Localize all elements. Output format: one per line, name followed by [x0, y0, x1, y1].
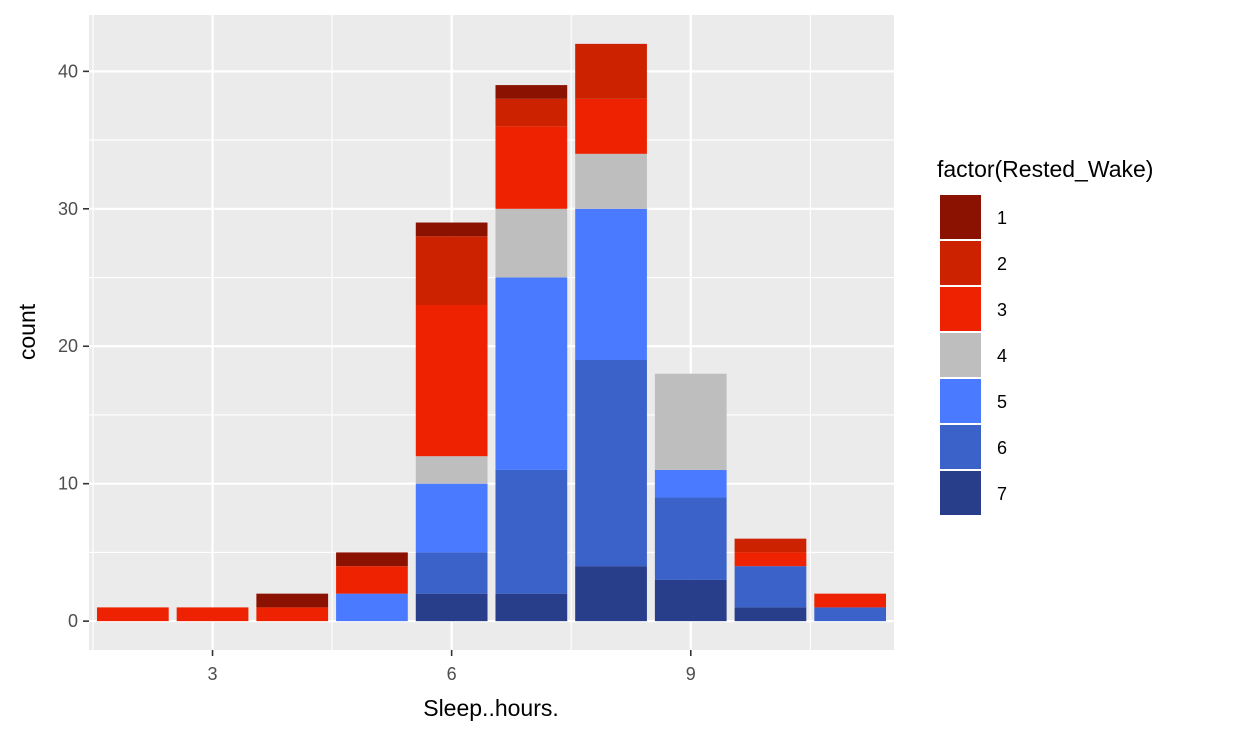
y-tick-label: 30 — [58, 199, 78, 219]
y-tick-label: 20 — [58, 336, 78, 356]
legend-key-swatch — [940, 241, 981, 285]
bar-segment — [176, 607, 249, 622]
bar-segment — [96, 607, 169, 622]
x-tick-label: 6 — [447, 664, 457, 684]
bar-segment — [495, 469, 568, 594]
bar-segment — [336, 566, 408, 594]
legend-label: 1 — [997, 208, 1007, 228]
bar-segment — [814, 593, 887, 608]
bar-segment — [415, 552, 488, 594]
bar-segment — [575, 153, 647, 209]
y-tick-label: 10 — [58, 474, 78, 494]
bar-segment — [336, 593, 408, 622]
y-tick-label: 40 — [58, 61, 78, 81]
axis-ticks — [83, 70, 692, 656]
legend-label: 5 — [997, 392, 1007, 412]
bar-segment — [734, 552, 807, 567]
bar-segment — [495, 126, 568, 209]
legend-label: 6 — [997, 438, 1007, 458]
bar-segment — [256, 607, 329, 622]
legend-label: 7 — [997, 484, 1007, 504]
bar-segment — [415, 222, 488, 237]
legend-key-swatch — [940, 471, 981, 515]
legend-label: 2 — [997, 254, 1007, 274]
tick-labels: 3 6 9 0 10 20 30 40 — [58, 61, 696, 684]
bar-segment — [575, 98, 647, 154]
minor-gridlines — [89, 15, 894, 650]
legend-label: 3 — [997, 300, 1007, 320]
bar-segment — [814, 607, 887, 622]
bar-segment — [336, 552, 408, 567]
bar-segment — [415, 236, 488, 306]
y-axis-title: count — [14, 303, 40, 360]
bar-segment — [575, 208, 647, 360]
bar-segment — [415, 456, 488, 484]
legend-key-swatch — [940, 333, 981, 377]
legend-label: 4 — [997, 346, 1007, 366]
legend-key-swatch — [940, 195, 981, 239]
bar-segment — [575, 359, 647, 567]
x-tick-label: 9 — [686, 664, 696, 684]
bar-segment — [654, 497, 727, 580]
bar-segment — [654, 469, 727, 498]
bar-segment — [654, 579, 727, 622]
bar-segment — [495, 208, 568, 278]
bar-segment — [734, 566, 807, 608]
x-tick-label: 3 — [208, 664, 218, 684]
bar-segment — [495, 85, 568, 99]
bar-segment — [415, 593, 488, 622]
bar-segment — [495, 98, 568, 127]
bar-segment — [654, 373, 727, 470]
bar-segment — [415, 305, 488, 457]
bar-segment — [256, 593, 329, 608]
bar-segment — [415, 483, 488, 553]
legend: factor(Rested_Wake) 1 2 3 4 5 6 7 — [937, 156, 1153, 516]
bar-segment — [495, 593, 568, 622]
bars — [96, 43, 887, 622]
legend-key-swatch — [940, 425, 981, 469]
bar-segment — [575, 566, 647, 622]
legend-key-swatch — [940, 379, 981, 423]
x-axis-title: Sleep..hours. — [423, 695, 559, 721]
bar-segment — [734, 538, 807, 553]
bar-segment — [495, 277, 568, 470]
y-tick-label: 0 — [68, 611, 78, 631]
bar-segment — [575, 43, 647, 99]
legend-key-swatch — [940, 287, 981, 331]
bar-segment — [734, 607, 807, 622]
legend-title: factor(Rested_Wake) — [937, 156, 1153, 182]
